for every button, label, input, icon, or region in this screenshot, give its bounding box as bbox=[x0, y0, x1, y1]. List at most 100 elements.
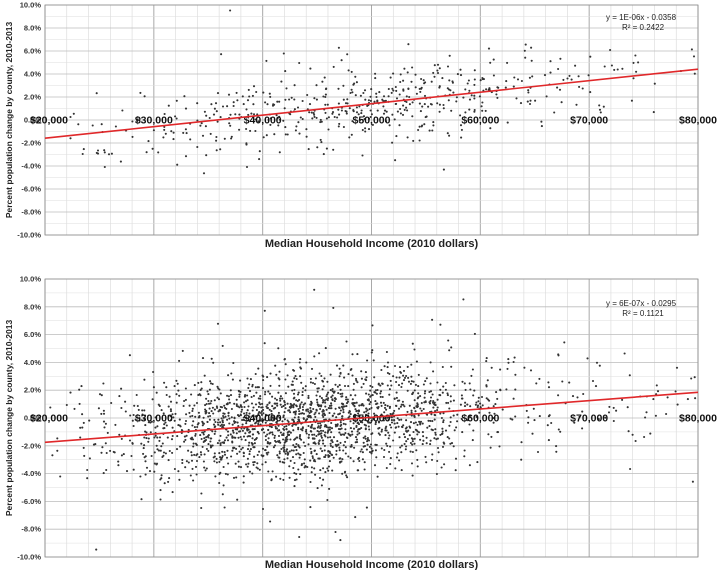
data-point bbox=[410, 409, 413, 412]
data-point bbox=[623, 352, 626, 355]
data-point bbox=[527, 416, 530, 419]
data-point bbox=[386, 384, 389, 387]
data-point bbox=[468, 415, 471, 418]
data-point bbox=[243, 401, 246, 404]
data-point bbox=[421, 124, 424, 127]
data-point bbox=[439, 388, 442, 391]
data-point bbox=[460, 128, 463, 131]
data-point bbox=[379, 384, 382, 387]
data-point bbox=[302, 403, 305, 406]
data-point bbox=[273, 434, 276, 437]
data-point bbox=[463, 455, 466, 458]
data-point bbox=[382, 419, 385, 422]
data-point bbox=[269, 123, 272, 126]
data-point bbox=[383, 417, 386, 420]
data-point bbox=[275, 373, 278, 376]
data-point bbox=[283, 428, 286, 431]
data-point bbox=[316, 404, 320, 407]
data-point bbox=[313, 115, 316, 118]
data-point bbox=[615, 409, 618, 412]
data-point bbox=[329, 389, 332, 392]
data-point bbox=[167, 480, 170, 483]
data-point bbox=[557, 67, 560, 71]
data-point bbox=[299, 453, 302, 456]
data-point bbox=[305, 428, 308, 431]
data-point bbox=[304, 444, 307, 448]
data-point bbox=[434, 428, 437, 431]
data-point bbox=[82, 148, 85, 151]
data-point bbox=[405, 374, 408, 378]
data-point bbox=[417, 392, 420, 395]
data-point bbox=[329, 373, 332, 376]
data-point bbox=[319, 432, 322, 435]
data-point bbox=[77, 123, 80, 126]
data-point bbox=[283, 461, 286, 464]
data-point bbox=[305, 432, 308, 435]
data-point bbox=[436, 102, 439, 105]
data-point bbox=[103, 165, 106, 169]
data-point bbox=[296, 106, 300, 109]
data-point bbox=[482, 78, 485, 81]
data-point bbox=[346, 98, 349, 101]
data-point bbox=[313, 355, 316, 358]
data-point bbox=[276, 100, 279, 103]
data-point bbox=[390, 421, 394, 424]
data-point bbox=[333, 115, 336, 119]
data-point bbox=[354, 394, 357, 397]
data-point bbox=[322, 442, 325, 445]
data-point bbox=[291, 389, 294, 392]
data-point bbox=[364, 437, 367, 440]
data-point bbox=[278, 416, 281, 419]
x-tick-label: $80,000 bbox=[679, 413, 717, 425]
data-point bbox=[245, 142, 248, 145]
data-point bbox=[238, 128, 241, 131]
data-point bbox=[204, 412, 207, 415]
data-point bbox=[540, 125, 543, 128]
data-point bbox=[322, 399, 325, 402]
data-point bbox=[311, 456, 314, 460]
data-point bbox=[150, 420, 153, 423]
data-point bbox=[281, 420, 284, 423]
data-point bbox=[417, 373, 420, 376]
data-point bbox=[327, 128, 330, 131]
data-point bbox=[268, 413, 271, 416]
data-point bbox=[157, 151, 160, 154]
data-point bbox=[528, 102, 532, 106]
data-point bbox=[273, 444, 277, 447]
data-point bbox=[187, 461, 190, 464]
data-point bbox=[397, 384, 401, 387]
data-point bbox=[318, 439, 321, 442]
data-point bbox=[215, 457, 218, 460]
data-point bbox=[342, 411, 345, 414]
data-point bbox=[423, 82, 426, 85]
data-point bbox=[244, 400, 248, 403]
data-point bbox=[230, 407, 233, 411]
data-point bbox=[591, 379, 595, 383]
data-point bbox=[346, 398, 349, 401]
data-point bbox=[340, 109, 343, 112]
data-point bbox=[336, 444, 339, 447]
data-point bbox=[286, 431, 289, 434]
data-point bbox=[371, 394, 374, 397]
data-point bbox=[355, 81, 358, 84]
data-point bbox=[301, 117, 304, 121]
data-point bbox=[377, 427, 380, 430]
data-point bbox=[524, 56, 527, 59]
data-point bbox=[295, 442, 298, 446]
data-point bbox=[289, 438, 292, 441]
data-point bbox=[337, 102, 340, 105]
data-point bbox=[200, 492, 203, 495]
data-point bbox=[400, 385, 403, 389]
data-point bbox=[320, 374, 323, 378]
data-point bbox=[197, 411, 200, 414]
data-point bbox=[220, 423, 223, 426]
data-point bbox=[246, 394, 249, 397]
data-point bbox=[229, 113, 232, 116]
data-point bbox=[429, 396, 433, 399]
data-point bbox=[549, 60, 552, 63]
data-point bbox=[381, 98, 384, 101]
data-point bbox=[197, 381, 200, 384]
data-point bbox=[169, 415, 172, 418]
data-point bbox=[309, 381, 312, 384]
data-point bbox=[118, 395, 121, 398]
